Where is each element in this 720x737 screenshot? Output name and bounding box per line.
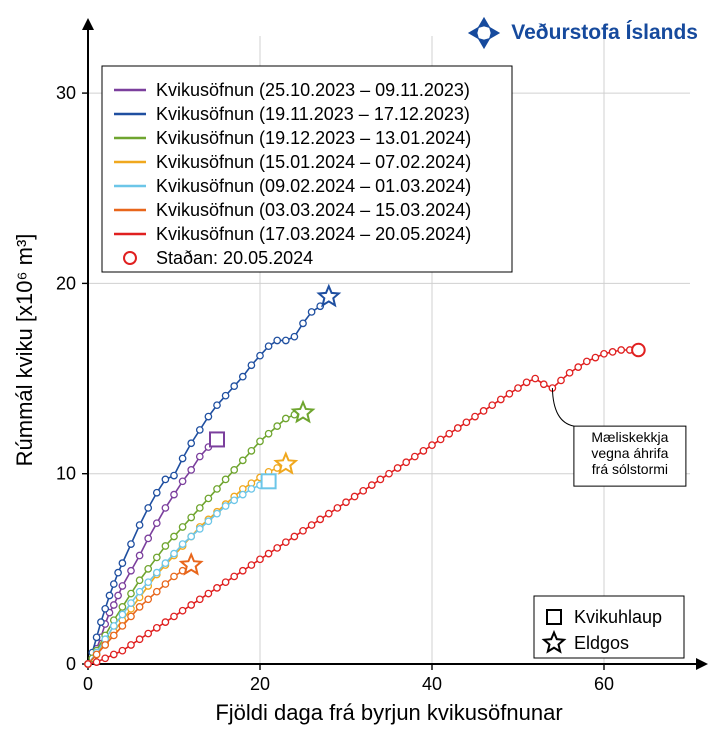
y-axis-label: Rúmmál kviku [x10⁶ m³] (12, 234, 37, 467)
svg-text:10: 10 (56, 464, 76, 484)
annotation-text: vegna áhrifa (591, 445, 668, 461)
svg-text:0: 0 (66, 654, 76, 674)
svg-text:20: 20 (56, 273, 76, 293)
brand-name: Veðurstofa Íslands (511, 21, 698, 45)
legend-item-label: Kvikusöfnun (19.11.2023 – 17.12.2023) (156, 104, 470, 124)
svg-text:30: 30 (56, 83, 76, 103)
legend2-item-label: Kvikuhlaup (574, 607, 662, 627)
svg-text:40: 40 (422, 674, 442, 694)
legend-item-label: Kvikusöfnun (17.03.2024 – 20.05.2024) (156, 224, 471, 244)
legend2-item-label: Eldgos (574, 633, 629, 653)
annotation-text: frá sólstormi (592, 461, 668, 477)
legend-item-label: Kvikusöfnun (25.10.2023 – 09.11.2023) (156, 80, 470, 100)
legend-item-label: Kvikusöfnun (15.01.2024 – 07.02.2024) (156, 152, 471, 172)
legend-item-label: Kvikusöfnun (03.03.2024 – 15.03.2024) (156, 200, 471, 220)
legend-item-label: Kvikusöfnun (19.12.2023 – 13.01.2024) (156, 128, 471, 148)
legend-series: Kvikusöfnun (25.10.2023 – 09.11.2023) Kvi… (102, 66, 512, 272)
x-axis-label: Fjöldi daga frá byrjun kvikusöfnunar (215, 700, 562, 725)
brand-icon (465, 14, 503, 52)
legend-status-label: Staðan: 20.05.2024 (156, 248, 313, 268)
annotation-text: Mæliskekkja (591, 429, 668, 445)
svg-text:20: 20 (250, 674, 270, 694)
chart-container: Veðurstofa Íslands 0 20 40 60 0 10 20 30 Fjöldi … (0, 0, 720, 737)
legend-item-label: Kvikusöfnun (09.02.2024 – 01.03.2024) (156, 176, 471, 196)
svg-text:60: 60 (594, 674, 614, 694)
brand-logo: Veðurstofa Íslands (465, 14, 698, 52)
series-s3 (85, 410, 306, 668)
line-chart: 0 20 40 60 0 10 20 30 Fjöldi daga frá byrjun kvi… (0, 0, 720, 737)
svg-text:0: 0 (83, 674, 93, 694)
